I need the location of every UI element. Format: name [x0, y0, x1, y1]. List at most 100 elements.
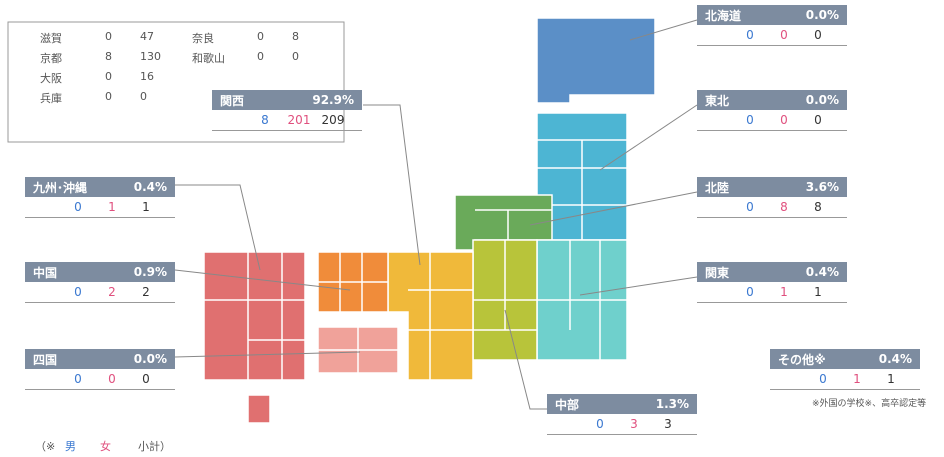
female-count: 1 — [108, 200, 116, 214]
region-percent: 0.0% — [805, 93, 839, 107]
region-counts: 0 2 2 — [25, 282, 175, 303]
region-header: 中国 0.9% — [25, 262, 175, 282]
region-name: 北海道 — [705, 8, 742, 23]
pref-name: 大阪 — [40, 72, 62, 85]
total-count: 3 — [664, 417, 672, 431]
region-box: 関西 92.9% 8 201 209 — [212, 90, 362, 131]
female-count: 3 — [630, 417, 638, 431]
region-counts: 0 1 1 — [25, 197, 175, 218]
total-count: 0 — [142, 372, 150, 386]
region-counts: 0 1 1 — [697, 282, 847, 303]
male-count: 0 — [746, 113, 754, 127]
total-count: 1 — [814, 285, 822, 299]
region-box: 中国 0.9% 0 2 2 — [25, 262, 175, 303]
pref-male: 0 — [257, 50, 264, 63]
region-counts: 0 8 8 — [697, 197, 847, 218]
region-percent: 0.0% — [133, 352, 167, 366]
region-counts: 0 0 0 — [697, 25, 847, 46]
legend-total: 小計） — [138, 440, 171, 453]
region-name: その他※ — [778, 352, 826, 367]
footnote: ※外国の学校※、高卒認定等 — [812, 399, 927, 409]
female-count: 1 — [853, 372, 861, 386]
pref-name: 滋賀 — [40, 32, 62, 45]
region-header: 東北 0.0% — [697, 90, 847, 110]
region-header: その他※ 0.4% — [770, 349, 920, 369]
total-count: 2 — [142, 285, 150, 299]
total-count: 209 — [321, 113, 345, 127]
region-name: 東北 — [705, 93, 730, 108]
region-box: 東北 0.0% 0 0 0 — [697, 90, 847, 131]
pref-female: 8 — [292, 30, 299, 43]
pref-female: 0 — [292, 50, 299, 63]
total-count: 0 — [814, 113, 822, 127]
pref-female: 0 — [140, 90, 147, 103]
region-box: その他※ 0.4% 0 1 1 — [770, 349, 920, 390]
pref-name: 和歌山 — [192, 52, 225, 65]
male-count: 0 — [74, 372, 82, 386]
legend-female: 女 — [100, 440, 111, 453]
male-count: 0 — [746, 28, 754, 42]
region-name: 四国 — [33, 352, 58, 367]
region-percent: 1.3% — [655, 397, 689, 411]
kyushu — [203, 251, 306, 381]
pref-female: 47 — [140, 30, 154, 43]
pref-female: 16 — [140, 70, 154, 83]
region-percent: 0.0% — [805, 8, 839, 22]
region-counts: 0 1 1 — [770, 369, 920, 390]
region-header: 関東 0.4% — [697, 262, 847, 282]
total-count: 1 — [887, 372, 895, 386]
female-count: 1 — [780, 285, 788, 299]
legend-male: 男 — [65, 440, 76, 453]
region-header: 中部 1.3% — [547, 394, 697, 414]
pref-name: 兵庫 — [40, 92, 62, 105]
region-counts: 8 201 209 — [212, 110, 362, 131]
male-count: 0 — [819, 372, 827, 386]
male-count: 8 — [261, 113, 269, 127]
hokkaido — [536, 17, 656, 104]
female-count: 8 — [780, 200, 788, 214]
okinawa — [247, 394, 271, 424]
region-name: 中国 — [33, 265, 58, 280]
region-counts: 0 0 0 — [697, 110, 847, 131]
pref-male: 0 — [105, 90, 112, 103]
female-count: 201 — [287, 113, 311, 127]
region-name: 関西 — [220, 93, 245, 108]
region-counts: 0 0 0 — [25, 369, 175, 390]
pref-name: 奈良 — [192, 32, 214, 45]
female-count: 2 — [108, 285, 116, 299]
region-box: 関東 0.4% 0 1 1 — [697, 262, 847, 303]
pref-female: 130 — [140, 50, 161, 63]
legend-open: （※ — [35, 440, 56, 453]
region-name: 九州･沖縄 — [33, 180, 88, 195]
female-count: 0 — [780, 28, 788, 42]
male-count: 0 — [746, 200, 754, 214]
region-counts: 0 3 3 — [547, 414, 697, 435]
region-header: 北海道 0.0% — [697, 5, 847, 25]
region-box: 九州･沖縄 0.4% 0 1 1 — [25, 177, 175, 218]
pref-name: 京都 — [40, 52, 62, 65]
pref-male: 8 — [105, 50, 112, 63]
region-name: 中部 — [555, 397, 580, 412]
region-percent: 0.9% — [133, 265, 167, 279]
kansai-detail-frame — [7, 21, 345, 143]
male-count: 0 — [74, 285, 82, 299]
region-box: 四国 0.0% 0 0 0 — [25, 349, 175, 390]
male-count: 0 — [74, 200, 82, 214]
total-count: 1 — [142, 200, 150, 214]
region-name: 北陸 — [705, 180, 730, 195]
male-count: 0 — [746, 285, 754, 299]
male-count: 0 — [596, 417, 604, 431]
pref-male: 0 — [105, 30, 112, 43]
pref-male: 0 — [105, 70, 112, 83]
region-percent: 0.4% — [805, 265, 839, 279]
region-box: 中部 1.3% 0 3 3 — [547, 394, 697, 435]
region-percent: 0.4% — [133, 180, 167, 194]
region-header: 関西 92.9% — [212, 90, 362, 110]
region-name: 関東 — [705, 265, 730, 280]
total-count: 8 — [814, 200, 822, 214]
female-count: 0 — [780, 113, 788, 127]
female-count: 0 — [108, 372, 116, 386]
region-percent: 3.6% — [805, 180, 839, 194]
